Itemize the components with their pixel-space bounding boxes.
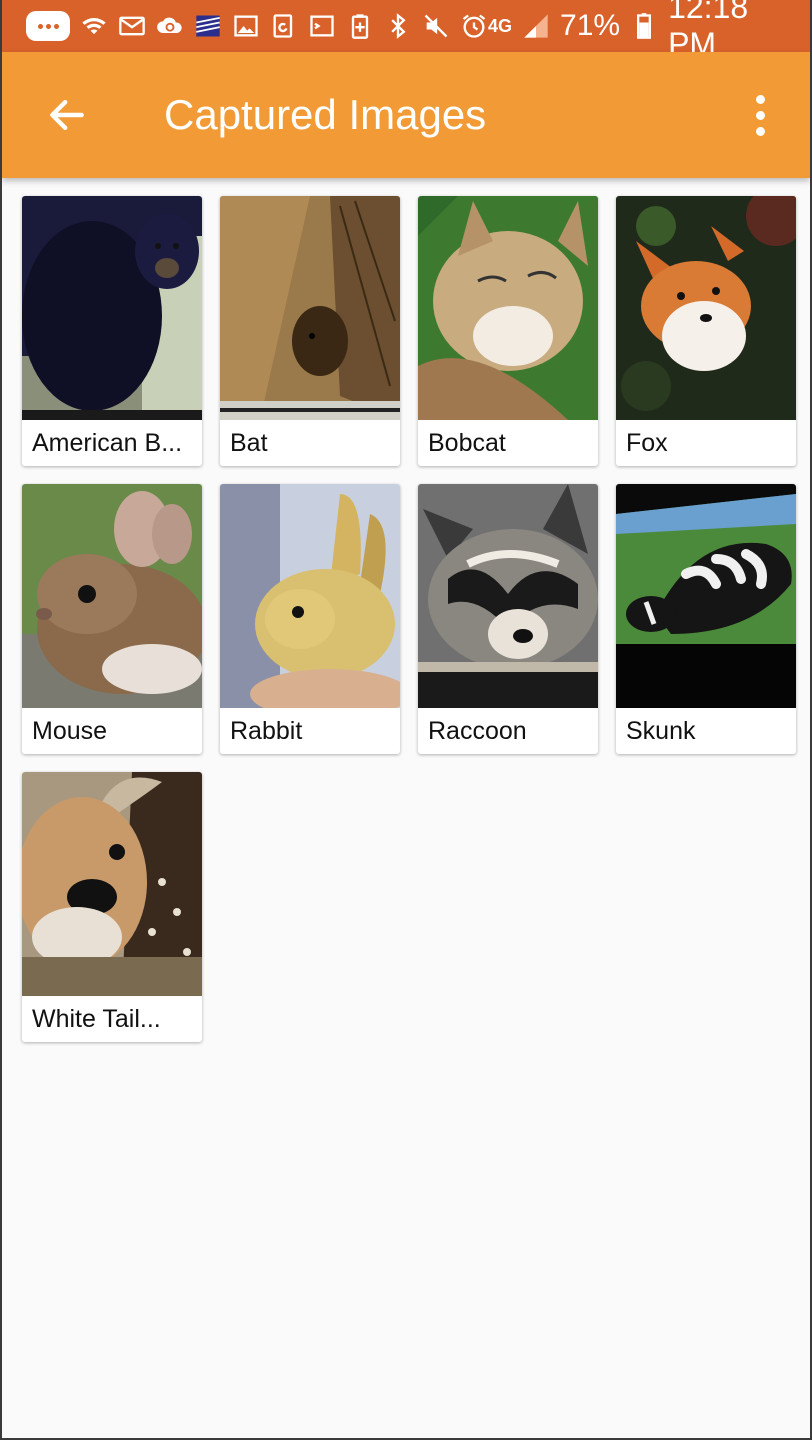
bat-photo	[220, 196, 400, 420]
arrow-left-icon	[50, 99, 84, 131]
image-card-skunk[interactable]: Skunk	[616, 484, 796, 754]
app-bar: Captured Images	[2, 52, 810, 178]
image-card-label: Bobcat	[428, 428, 506, 457]
image-card-label: American B...	[32, 428, 183, 457]
image-card-bobcat[interactable]: Bobcat	[418, 196, 598, 466]
rabbit-photo	[220, 484, 400, 708]
image-card-label: Mouse	[32, 716, 108, 745]
update-icon	[270, 12, 298, 40]
image-card-label: Raccoon	[428, 716, 527, 745]
terminal-icon	[308, 12, 336, 40]
gallery-icon	[232, 12, 260, 40]
battery-icon	[630, 12, 658, 40]
page-title: Captured Images	[164, 91, 487, 138]
image-card-label: Rabbit	[230, 716, 303, 745]
image-card-rabbit[interactable]: Rabbit	[220, 484, 400, 754]
signal-icon	[522, 12, 550, 40]
dot-icon	[755, 126, 765, 136]
wifi-icon	[80, 12, 108, 40]
image-card-label: Fox	[626, 428, 668, 457]
image-card-label: Bat	[230, 428, 268, 457]
cloud-sync-icon	[156, 12, 184, 40]
bear-photo	[22, 196, 202, 420]
more-options-button[interactable]	[740, 80, 780, 150]
image-card-bat[interactable]: Bat	[220, 196, 400, 466]
dot-icon	[755, 110, 765, 120]
status-bar: 4G 71% 12:18 PM	[2, 0, 810, 62]
dot-icon	[755, 94, 765, 104]
battery-saver-icon	[346, 12, 374, 40]
image-card-white-tail-deer[interactable]: White Tail...	[22, 772, 202, 1042]
back-button[interactable]	[32, 80, 102, 150]
raccoon-photo	[418, 484, 598, 708]
mail-icon	[118, 12, 146, 40]
image-card-raccoon[interactable]: Raccoon	[418, 484, 598, 754]
image-grid: American B... Bat	[22, 196, 796, 1042]
skunk-photo	[616, 484, 796, 708]
bobcat-photo	[418, 196, 598, 420]
deer-photo	[22, 772, 202, 996]
image-card-label: White Tail...	[32, 1004, 161, 1033]
image-card-label: Skunk	[626, 716, 696, 745]
alarm-icon	[460, 12, 488, 40]
mouse-photo	[22, 484, 202, 708]
fox-photo	[616, 196, 796, 420]
image-card-american-black-bear[interactable]: American B...	[22, 196, 202, 466]
bluetooth-icon	[384, 12, 412, 40]
messages-icon	[26, 11, 70, 41]
image-card-fox[interactable]: Fox	[616, 196, 796, 466]
network-type-label: 4G	[488, 15, 513, 36]
mute-icon	[422, 12, 450, 40]
battery-percent: 71%	[560, 9, 621, 42]
image-card-mouse[interactable]: Mouse	[22, 484, 202, 754]
app-notification-icon	[194, 12, 222, 40]
